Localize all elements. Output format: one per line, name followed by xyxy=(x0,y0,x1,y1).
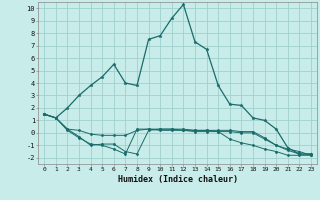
X-axis label: Humidex (Indice chaleur): Humidex (Indice chaleur) xyxy=(118,175,238,184)
